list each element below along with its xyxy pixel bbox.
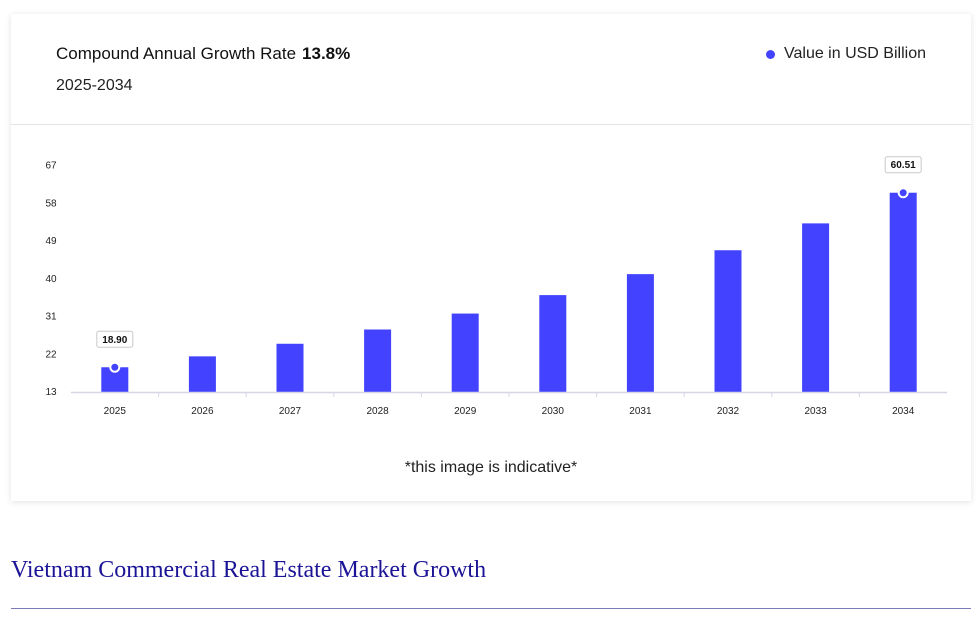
data-label-box — [884, 156, 922, 174]
x-tick-label: 2026 — [191, 406, 214, 417]
x-tick-label: 2031 — [629, 406, 652, 417]
cagr-label: Compound Annual Growth Rate — [56, 44, 297, 63]
data-point-marker — [897, 187, 909, 199]
bar-2029 — [451, 313, 479, 392]
section-divider — [11, 608, 971, 609]
y-tick-label: 22 — [45, 349, 57, 360]
legend-label: Value in USD Billion — [784, 45, 926, 62]
bar-2028 — [364, 329, 392, 392]
data-point-marker — [109, 361, 121, 373]
bar-chart: 13 22 31 40 49 58 67 2025 2026 2027 2028 2029 2030 20… — [45, 156, 947, 417]
legend: Value in USD Billion — [766, 45, 926, 63]
y-tick-label: 40 — [45, 274, 57, 285]
x-tick-label: 2025 — [104, 406, 127, 417]
x-tick-label: 2032 — [717, 406, 740, 417]
cagr-value: 13.8% — [302, 44, 351, 63]
chart-header: Compound Annual Growth Rate 13.8% 2025-20… — [11, 14, 971, 125]
y-tick-label: 58 — [45, 198, 57, 209]
bar-2026 — [188, 356, 216, 392]
bar-2030 — [539, 295, 567, 392]
data-label: 18.90 — [102, 335, 127, 346]
y-tick-label: 13 — [45, 387, 57, 398]
bar-2034 — [889, 192, 917, 392]
y-tick-label: 67 — [45, 161, 57, 172]
y-tick-label: 49 — [45, 236, 57, 247]
x-tick-label: 2030 — [542, 406, 565, 417]
cagr-text: Compound Annual Growth Rate 13.8% — [56, 44, 350, 64]
period-label: 2025-2034 — [56, 77, 133, 94]
chart-card: Compound Annual Growth Rate 13.8% 2025-20… — [11, 14, 971, 501]
x-tick-label: 2027 — [279, 406, 302, 417]
bar-2031 — [626, 274, 654, 392]
indicative-note: *this image is indicative* — [404, 459, 578, 476]
bar-2027 — [276, 343, 304, 392]
y-tick-label: 31 — [45, 312, 57, 323]
x-tick-label: 2033 — [804, 406, 827, 417]
bar-2033 — [802, 223, 830, 392]
x-tick-label: 2028 — [366, 406, 389, 417]
x-tick-label: 2034 — [892, 406, 915, 417]
legend-dot-icon — [766, 49, 775, 59]
data-label: 60.51 — [891, 160, 916, 171]
data-label-box — [96, 330, 134, 348]
x-tick-label: 2029 — [454, 406, 477, 417]
section-title: Vietnam Commercial Real Estate Market Gr… — [11, 557, 487, 583]
bar-2032 — [714, 250, 742, 392]
